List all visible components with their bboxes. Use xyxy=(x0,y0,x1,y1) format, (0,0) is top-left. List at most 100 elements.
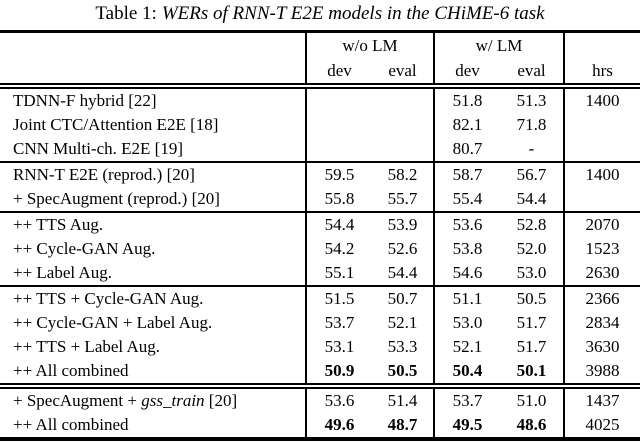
table-row: Joint CTC/Attention E2E [18] 82.1 71.8 xyxy=(0,113,640,137)
wolm-dev-value: 53.6 xyxy=(305,383,372,413)
model-label: + SpecAugment + gss_train [20] xyxy=(0,383,306,413)
model-label: CNN Multi-ch. E2E [19] xyxy=(13,139,183,158)
wolm-eval-value: 50.5 xyxy=(387,361,418,380)
wolm-dev-value: 55.1 xyxy=(305,261,372,286)
wlm-dev-value: 82.1 xyxy=(433,113,500,137)
wolm-dev-value: 49.6 xyxy=(305,413,372,439)
hours-value: 3630 xyxy=(563,335,640,359)
model-label: ++ TTS + Cycle-GAN Aug. xyxy=(0,285,306,311)
hours-value: 1400 xyxy=(563,86,640,113)
hours-value: 2834 xyxy=(563,311,640,335)
wlm-eval-value: 51.0 xyxy=(500,383,564,413)
wlm-dev-value: 55.4 xyxy=(433,187,500,212)
model-label: + SpecAugment (reprod.) [20] xyxy=(13,189,220,208)
table-caption: Table 1: WERs of RNN-T E2E models in the … xyxy=(0,0,640,30)
wolm-dev-value: 54.2 xyxy=(305,237,372,261)
wolm-dev-value: 53.1 xyxy=(305,335,372,359)
wlm-eval-value: 51.7 xyxy=(516,313,547,332)
wlm-dev-value: 52.1 xyxy=(433,335,500,359)
table-row: CNN Multi-ch. E2E [19] 80.7 - xyxy=(0,137,640,162)
wolm-eval-value xyxy=(372,86,434,113)
table-row: ++ All combined 49.6 48.7 49.5 48.6 4025 xyxy=(0,413,640,439)
wolm-eval-value: 52.1 xyxy=(387,313,418,332)
wlm-eval-value: 51.3 xyxy=(516,91,547,110)
caption-number: Table 1: xyxy=(95,3,157,24)
wolm-eval-value: 53.9 xyxy=(372,211,434,237)
header-row-subcols: dev eval dev eval hrs xyxy=(0,58,640,89)
wolm-dev-value xyxy=(305,86,372,113)
wlm-eval-value: 71.8 xyxy=(516,115,547,134)
wlm-eval-value: 50.1 xyxy=(516,361,547,380)
model-label-prefix: + SpecAugment + xyxy=(13,391,142,410)
hours-value: 1400 xyxy=(563,161,640,187)
hours-value: 2366 xyxy=(563,285,640,311)
table-row: + SpecAugment + gss_train [20] 53.6 51.4… xyxy=(0,383,640,413)
wolm-eval-value: 55.7 xyxy=(387,189,418,208)
wolm-dev-value: 53.7 xyxy=(305,311,372,335)
table-row: ++ TTS Aug. 54.4 53.9 53.6 52.8 2070 xyxy=(0,211,640,237)
wolm-eval-value: 53.3 xyxy=(387,337,418,356)
wolm-eval-value xyxy=(372,137,434,162)
model-label: TDNN-F hybrid [22] xyxy=(13,91,157,110)
wolm-dev-value xyxy=(305,113,372,137)
header-empty-cell-hrs xyxy=(563,31,640,58)
model-label: Joint CTC/Attention E2E [18] xyxy=(13,115,219,134)
wlm-eval-value: 52.0 xyxy=(516,239,547,258)
wolm-eval-value: 50.7 xyxy=(372,285,434,311)
table-row: RNN-T E2E (reprod.) [20] 59.5 58.2 58.7 … xyxy=(0,161,640,187)
hours-value: 1523 xyxy=(563,237,640,261)
table-row: ++ TTS + Label Aug. 53.1 53.3 52.1 51.7 … xyxy=(0,335,640,359)
header-empty-cell xyxy=(0,58,306,89)
model-label: ++ All combined xyxy=(13,361,129,380)
wolm-eval-value xyxy=(372,113,434,137)
wolm-eval-value: 58.2 xyxy=(372,161,434,187)
results-table: w/o LM w/ LM dev eval dev eval hrs TDNN-… xyxy=(0,30,640,441)
wlm-eval-value: 48.6 xyxy=(516,415,547,434)
wolm-dev-value: 51.5 xyxy=(305,285,372,311)
wlm-dev-value: 58.7 xyxy=(433,161,500,187)
hours-value xyxy=(563,187,640,212)
wolm-dev-value: 59.5 xyxy=(305,161,372,187)
wolm-eval-value: 48.7 xyxy=(387,415,418,434)
model-label: ++ All combined xyxy=(13,415,129,434)
table-row: ++ Cycle-GAN Aug. 54.2 52.6 53.8 52.0 15… xyxy=(0,237,640,261)
wolm-dev-value xyxy=(305,137,372,162)
header-row-groups: w/o LM w/ LM xyxy=(0,31,640,58)
wolm-eval-value: 54.4 xyxy=(387,263,418,282)
header-wlm-eval: eval xyxy=(500,58,564,89)
wlm-eval-value: 52.8 xyxy=(500,211,564,237)
model-label: ++ Cycle-GAN Aug. xyxy=(13,239,156,258)
wlm-eval-value: 51.7 xyxy=(516,337,547,356)
model-label: ++ Cycle-GAN + Label Aug. xyxy=(13,313,213,332)
table-row: + SpecAugment (reprod.) [20] 55.8 55.7 5… xyxy=(0,187,640,212)
wlm-dev-value: 53.8 xyxy=(433,237,500,261)
wlm-dev-value: 54.6 xyxy=(433,261,500,286)
hours-value xyxy=(563,113,640,137)
col-group-wo-lm: w/o LM xyxy=(305,31,434,58)
wlm-dev-value: 80.7 xyxy=(433,137,500,162)
wlm-dev-value: 53.6 xyxy=(433,211,500,237)
wolm-dev-value: 50.9 xyxy=(305,359,372,386)
wolm-dev-value: 55.8 xyxy=(305,187,372,212)
model-label: ++ TTS + Label Aug. xyxy=(13,337,160,356)
hours-value: 2070 xyxy=(563,211,640,237)
wlm-dev-value: 51.1 xyxy=(433,285,500,311)
header-wolm-eval: eval xyxy=(372,58,434,89)
wlm-dev-value: 50.4 xyxy=(433,359,500,386)
wlm-dev-value: 53.0 xyxy=(433,311,500,335)
model-label: RNN-T E2E (reprod.) [20] xyxy=(0,161,306,187)
col-group-w-lm: w/ LM xyxy=(433,31,564,58)
table-row: ++ All combined 50.9 50.5 50.4 50.1 3988 xyxy=(0,359,640,386)
model-label: ++ Label Aug. xyxy=(13,263,112,282)
wolm-eval-value: 51.4 xyxy=(372,383,434,413)
wlm-eval-value: 50.5 xyxy=(500,285,564,311)
model-label: ++ TTS Aug. xyxy=(0,211,306,237)
hours-value: 4025 xyxy=(563,413,640,439)
table-row: TDNN-F hybrid [22] 51.8 51.3 1400 xyxy=(0,86,640,113)
header-wlm-dev: dev xyxy=(433,58,500,89)
hours-value: 2630 xyxy=(563,261,640,286)
model-label-suffix: [20] xyxy=(204,391,238,410)
hours-value: 3988 xyxy=(563,359,640,386)
table-row: ++ Label Aug. 55.1 54.4 54.6 53.0 2630 xyxy=(0,261,640,286)
